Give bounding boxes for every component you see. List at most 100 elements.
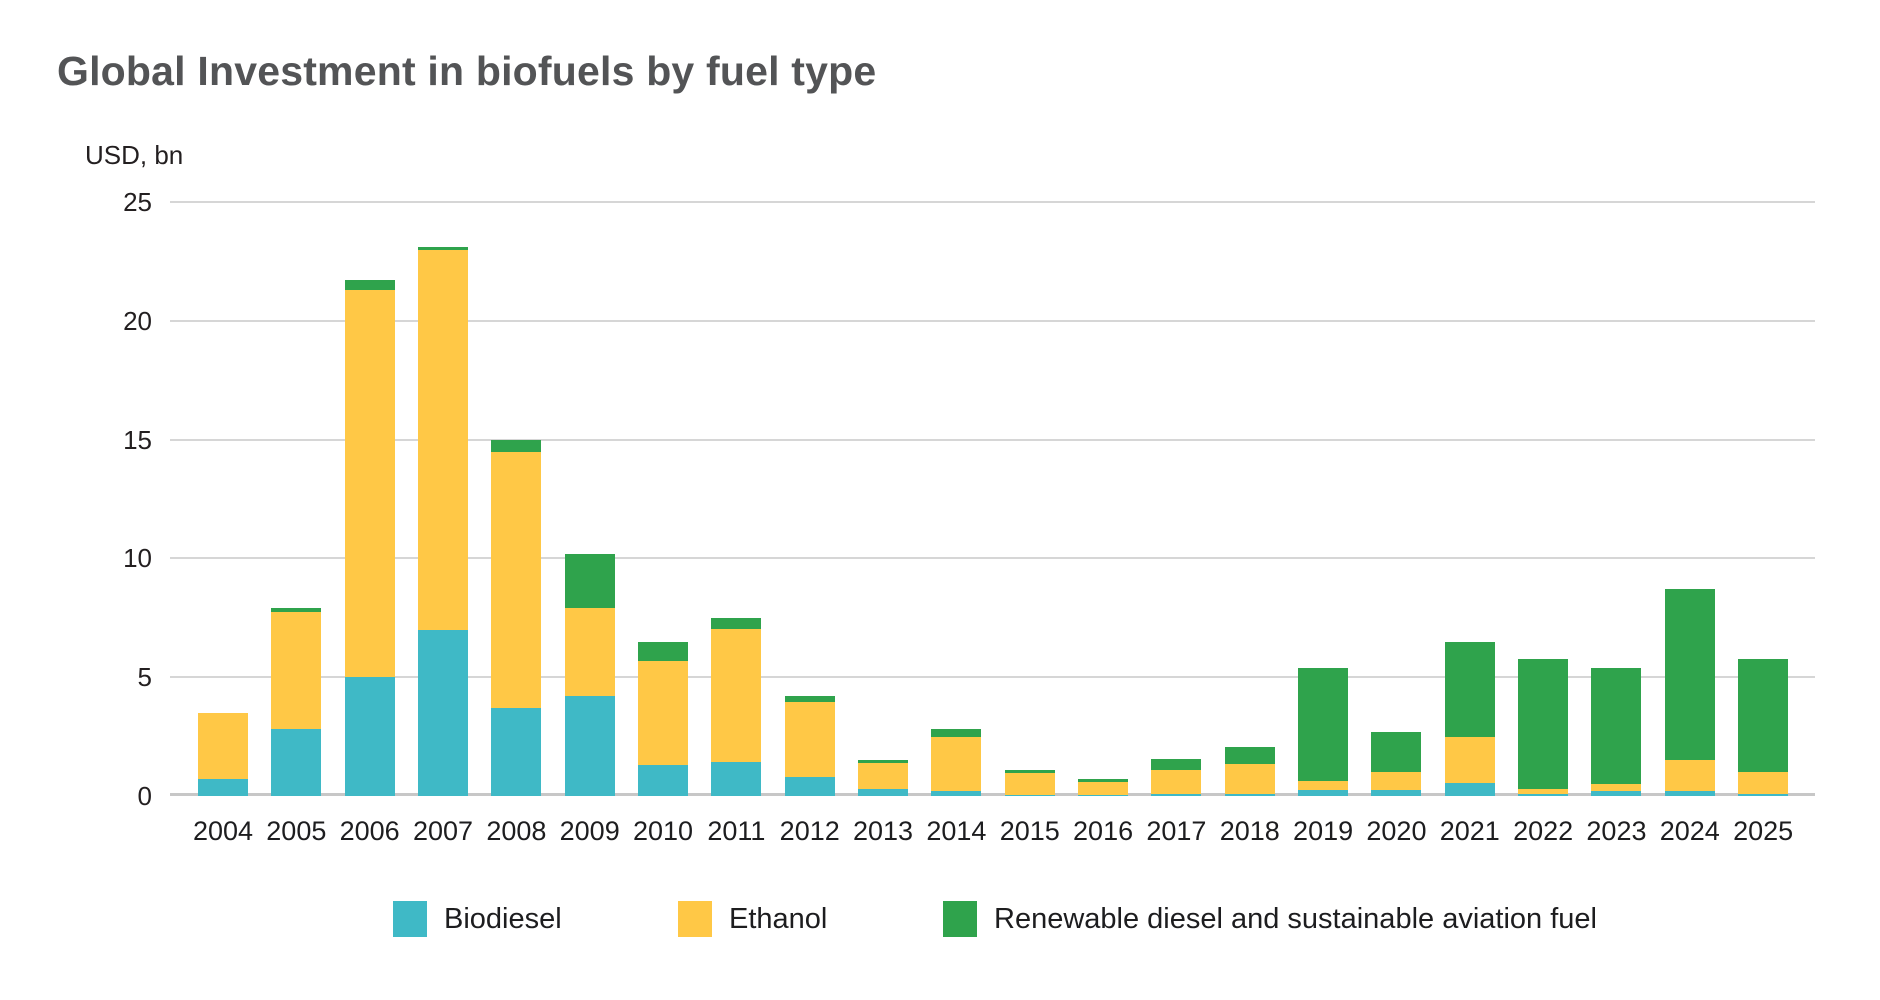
bar-segment-biodiesel-2019 (1298, 790, 1349, 796)
x-tick-2018: 2018 (1219, 816, 1280, 846)
bar-segment-renewable-2011 (711, 617, 762, 629)
bar-2011 (711, 617, 762, 796)
legend-item-ethanol: Ethanol (678, 901, 827, 937)
bar-segment-biodiesel-2013 (858, 788, 909, 796)
legend-swatch-renewable-diesel-saf (943, 901, 977, 937)
bar-segment-biodiesel-2010 (638, 765, 689, 796)
bar-segment-biodiesel-2025 (1738, 793, 1789, 796)
bar-segment-renewable-2022 (1518, 659, 1569, 789)
y-tick-20: 20 (123, 305, 152, 336)
bar-segment-ethanol-2010 (638, 660, 689, 766)
bar-segment-renewable-2021 (1444, 641, 1495, 737)
bar-segment-renewable-2007 (418, 247, 469, 250)
bar-segment-ethanol-2020 (1371, 772, 1422, 791)
bar-segment-renewable-2016 (1078, 779, 1129, 782)
bar-2004 (198, 712, 248, 796)
bar-segment-renewable-2025 (1738, 659, 1789, 773)
bar-segment-ethanol-2022 (1518, 788, 1569, 794)
x-tick-2007: 2007 (412, 816, 474, 846)
x-tick-2020: 2020 (1366, 816, 1427, 846)
bar-2020 (1371, 731, 1422, 796)
bar-segment-ethanol-2024 (1664, 760, 1715, 792)
x-tick-2013: 2013 (853, 816, 914, 846)
x-tick-2017: 2017 (1146, 816, 1207, 846)
x-tick-2015: 2015 (999, 816, 1060, 846)
bar-segment-renewable-2019 (1298, 667, 1349, 781)
bar-segment-renewable-2017 (1151, 759, 1202, 770)
x-tick-2008: 2008 (486, 816, 547, 846)
bar-2005 (271, 608, 322, 796)
bar-2012 (784, 696, 835, 796)
bar-segment-ethanol-2016 (1078, 781, 1129, 795)
y-tick-15: 15 (123, 424, 152, 455)
y-tick-5: 5 (137, 662, 152, 693)
bar-segment-biodiesel-2007 (418, 629, 469, 796)
x-tick-2023: 2023 (1586, 816, 1647, 846)
legend-label-renewable-diesel-saf: Renewable diesel and sustainable aviatio… (994, 902, 1597, 935)
x-tick-2025: 2025 (1733, 816, 1794, 846)
bar-segment-biodiesel-2005 (271, 729, 322, 796)
bar-2017 (1151, 759, 1202, 796)
x-tick-2016: 2016 (1073, 816, 1134, 846)
bar-segment-biodiesel-2018 (1224, 793, 1275, 796)
bar-segment-ethanol-2019 (1298, 780, 1349, 791)
bar-2021 (1444, 641, 1495, 796)
bar-2022 (1518, 659, 1569, 796)
gridline-25 (170, 201, 1815, 203)
bar-segment-ethanol-2018 (1224, 763, 1275, 794)
legend-item-renewable-diesel-saf: Renewable diesel and sustainable aviatio… (943, 901, 1597, 937)
bar-2024 (1664, 589, 1715, 796)
x-tick-2014: 2014 (926, 816, 987, 846)
bar-segment-ethanol-2015 (1004, 773, 1055, 795)
x-tick-2010: 2010 (632, 816, 694, 846)
bar-2008 (491, 439, 542, 796)
bar-segment-biodiesel-2024 (1664, 791, 1715, 796)
bar-2025 (1738, 659, 1789, 796)
gridline-20 (170, 319, 1815, 322)
gridline-15 (170, 438, 1815, 441)
bar-segment-biodiesel-2021 (1444, 782, 1495, 796)
bar-segment-ethanol-2004 (198, 712, 248, 780)
plot-area: 25 20 15 10 5 0 2004 2005 2006 2007 2008 2009 2010 20… (123, 187, 1815, 846)
y-tick-0: 0 (137, 781, 152, 811)
bar-segment-ethanol-2021 (1444, 736, 1495, 783)
x-tick-2021: 2021 (1439, 816, 1500, 846)
bar-segment-renewable-2014 (931, 729, 982, 737)
x-tick-2012: 2012 (779, 816, 840, 846)
legend-label-ethanol: Ethanol (729, 902, 828, 935)
bar-segment-biodiesel-2016 (1078, 794, 1129, 796)
x-tick-2006: 2006 (339, 816, 400, 846)
x-tick-2024: 2024 (1659, 816, 1720, 846)
bar-segment-ethanol-2023 (1591, 784, 1642, 792)
bar-segment-ethanol-2025 (1738, 772, 1789, 794)
bar-segment-ethanol-2008 (491, 451, 542, 709)
bar-2019 (1298, 667, 1349, 796)
bar-2016 (1078, 779, 1129, 796)
x-tick-2022: 2022 (1513, 816, 1574, 846)
gridline-10 (170, 557, 1815, 560)
legend-label-biodiesel: Biodiesel (444, 902, 562, 935)
bar-2007 (418, 247, 469, 796)
bar-segment-biodiesel-2022 (1518, 793, 1569, 796)
bar-2023 (1591, 667, 1642, 796)
bar-segment-biodiesel-2011 (711, 761, 762, 796)
bar-segment-ethanol-2006 (344, 289, 395, 678)
y-tick-10: 10 (123, 543, 152, 574)
bar-segment-biodiesel-2004 (198, 779, 248, 796)
bar-segment-ethanol-2014 (931, 736, 982, 792)
bar-2014 (931, 729, 982, 796)
chart-title: Global Investment in biofuels by fuel ty… (57, 48, 877, 94)
bar-segment-biodiesel-2012 (784, 777, 835, 796)
bar-segment-renewable-2006 (344, 280, 395, 290)
bar-segment-ethanol-2011 (711, 628, 762, 762)
bar-segment-biodiesel-2008 (491, 708, 542, 796)
bar-segment-renewable-2018 (1224, 747, 1275, 764)
bar-segment-biodiesel-2009 (564, 696, 615, 796)
x-tick-2005: 2005 (266, 816, 327, 846)
bar-segment-ethanol-2009 (564, 608, 615, 697)
bar-segment-biodiesel-2020 (1371, 790, 1422, 796)
y-tick-25: 25 (123, 187, 152, 217)
bar-segment-renewable-2012 (784, 696, 835, 703)
bar-2018 (1224, 747, 1275, 796)
